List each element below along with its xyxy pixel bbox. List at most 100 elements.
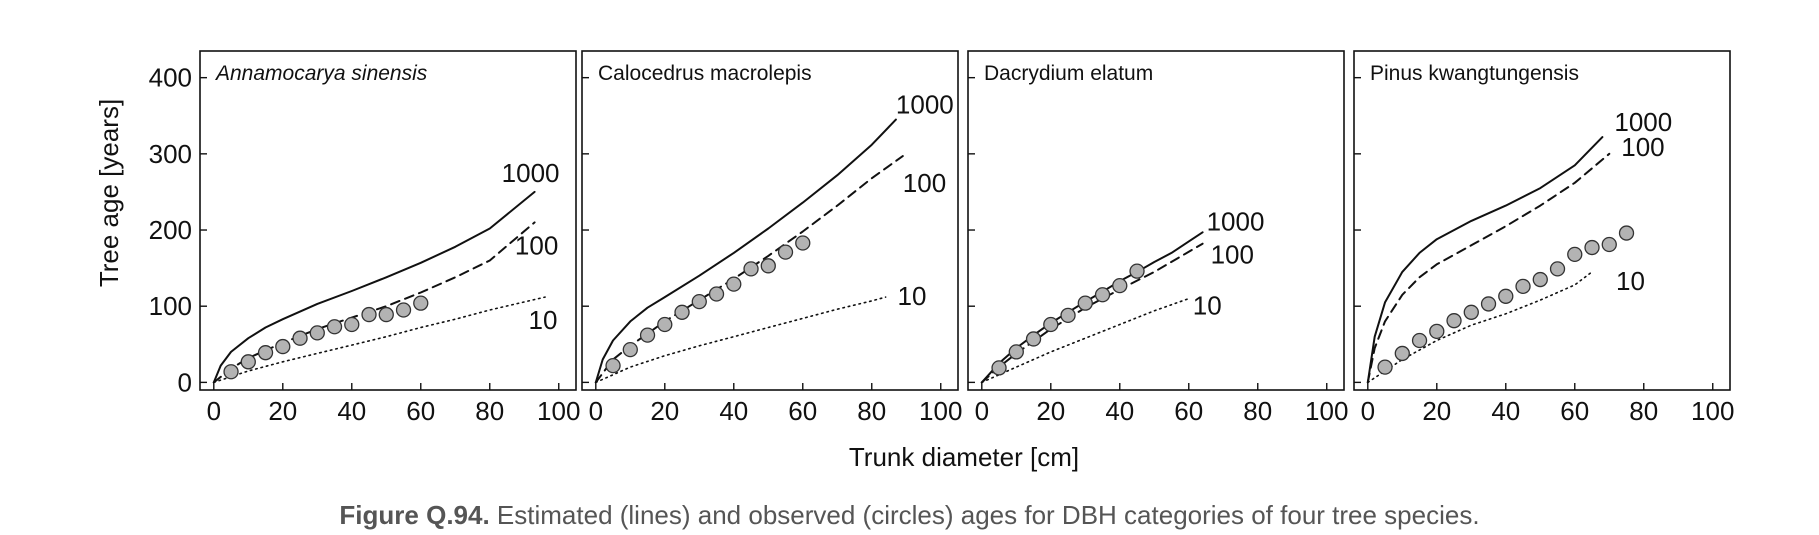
x-tick-label: 40 [719,396,748,426]
panel-title: Dacrydium elatum [984,62,1153,85]
observed-point [1377,359,1393,375]
plot-frame [1353,50,1731,391]
observed-point [413,295,429,311]
panel-title: Calocedrus macrolepis [598,62,812,85]
x-axis-label: Trunk diameter [cm] [849,442,1079,472]
observed-point [1480,296,1497,312]
observed-point [309,325,325,341]
series-end-label: 10 [528,305,557,335]
observed-point [1618,225,1635,241]
x-tick-label: 40 [1491,396,1520,426]
x-tick-label: 60 [1560,396,1589,426]
x-tick-label: 20 [1036,396,1065,426]
series-end-label: 100 [515,230,558,260]
x-tick-label: 20 [268,396,297,426]
x-tick-label: 40 [1105,396,1134,426]
observed-point [1498,288,1514,304]
x-tick-label: 80 [1629,396,1658,426]
caption-label: Figure Q.94. [339,500,490,530]
series-line-1000 [1366,136,1604,384]
x-tick-label: 60 [1174,396,1203,426]
observed-point [1094,287,1111,303]
chart-panel: 0 20 40 60 80 100 Dacrydium elatum 1000 100 10 [967,50,1348,426]
observed-point [1411,332,1428,349]
observed-point [1532,271,1548,288]
observed-point [743,261,759,277]
series-end-label: 1000 [1614,107,1672,137]
x-tick-label: 40 [337,396,366,426]
observed-point [622,341,638,358]
x-tick-label: 0 [975,396,989,426]
x-tick-label: 60 [788,396,817,426]
x-tick-label: 80 [857,396,886,426]
series-end-label: 100 [1621,132,1664,162]
plot-frame [199,50,577,391]
series-line-100 [980,242,1204,384]
series-line-10 [981,297,1190,384]
observed-point [275,338,291,355]
x-tick-label: 80 [475,396,504,426]
observed-point [1060,307,1076,323]
panel-title: Annamocarya sinensis [214,62,428,85]
series-end-label: 10 [1616,266,1645,296]
observed-point [674,304,690,320]
observed-point [1429,323,1445,339]
panel-title: Pinus kwangtungensis [1370,62,1579,85]
y-tick-label: 100 [149,291,192,321]
series-end-label: 100 [1211,240,1254,270]
x-tick-label: 100 [919,396,962,426]
observed-point [760,258,776,274]
observed-point [361,306,377,323]
x-tick-label: 100 [1305,396,1348,426]
observed-point [991,360,1007,376]
observed-point [1549,261,1566,277]
y-tick-label: 0 [178,367,192,397]
series-line-1000 [594,118,897,384]
series-end-label: 1000 [1207,206,1265,236]
observed-point [223,364,239,380]
observed-point [344,316,360,333]
x-tick-label: 100 [1691,396,1734,426]
x-tick-label: 0 [1361,396,1375,426]
caption-text: Estimated (lines) and observed (circles)… [496,500,1480,530]
y-axis-label: Tree age [years] [94,99,124,287]
y-tick-label: 400 [149,63,192,93]
series-end-label: 10 [1193,291,1222,321]
series-line-1000 [980,231,1204,384]
observed-point [1515,278,1531,295]
chart-panel: 0 20 40 60 80 100 Calocedrus macrolepis 1000 100… [581,50,962,426]
observed-point [605,357,621,374]
plot-frame [967,50,1345,391]
series-line-10 [595,296,887,384]
series-line-1000 [212,190,536,384]
observed-point [1463,304,1479,320]
x-tick-label: 20 [650,396,679,426]
observed-point [1008,344,1024,360]
series-line-10 [213,296,546,384]
observed-point [691,293,707,310]
observed-point [326,319,343,335]
observed-point [1077,295,1093,311]
observed-point [795,235,811,251]
observed-point [1584,239,1600,256]
observed-point [777,244,794,260]
observed-point [1446,313,1462,329]
plot-frame [581,50,959,391]
x-tick-label: 100 [537,396,580,426]
observed-point [378,306,394,323]
observed-point [1043,316,1059,333]
x-tick-label: 60 [406,396,435,426]
x-tick-label: 0 [207,396,221,426]
observed-point [1129,263,1145,279]
observed-point [1601,236,1617,253]
y-tick-label: 300 [149,139,192,169]
observed-point [292,330,308,346]
observed-point [657,316,673,333]
series-end-label: 100 [903,168,946,198]
observed-point [1112,277,1128,294]
y-tick-label: 200 [149,215,192,245]
observed-point [257,345,274,361]
